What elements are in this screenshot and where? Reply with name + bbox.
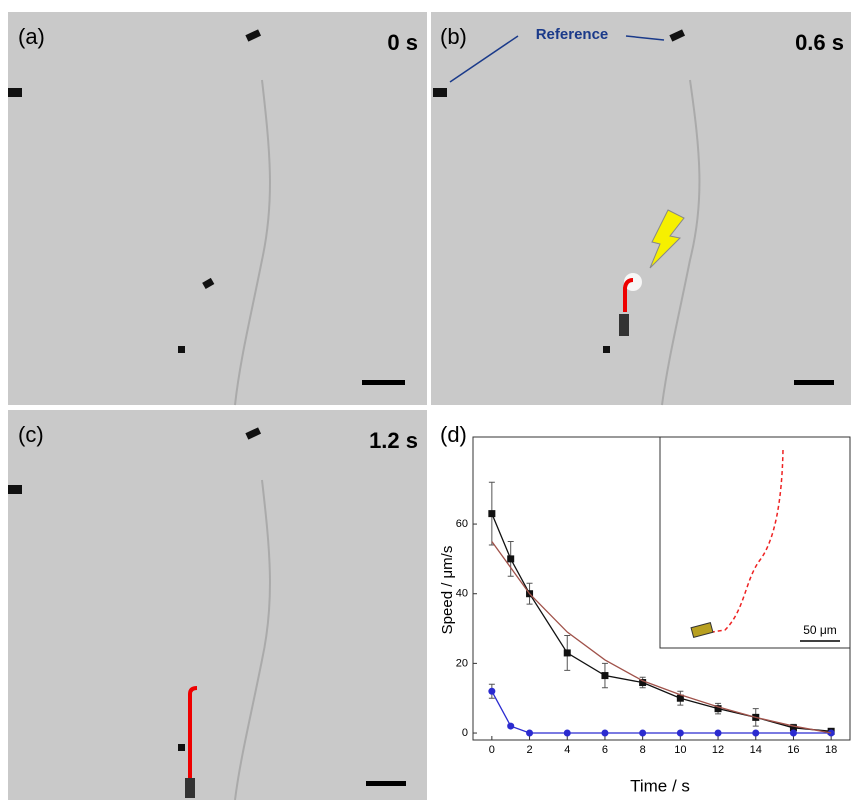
x-tick-label: 14 [750,744,762,756]
data-point [714,705,722,713]
particle [178,744,185,751]
x-tick-label: 6 [602,744,608,756]
data-point [507,555,515,563]
y-tick-label: 0 [462,727,468,739]
particle [669,29,686,42]
data-point [563,649,571,657]
data-point [563,729,571,737]
x-tick-label: 10 [674,744,686,756]
x-axis-label: Time / s [630,776,690,795]
y-tick-label: 60 [456,518,468,530]
time-label: 1.2 s [369,428,418,453]
data-point [507,722,515,730]
scale-bar [794,380,834,385]
x-tick-label: 2 [526,744,532,756]
data-point [789,724,797,732]
particle [8,88,22,97]
data-point [526,729,534,737]
data-point [714,729,722,737]
data-point [639,729,647,737]
inset-trajectory [711,449,784,633]
time-label: 0 s [387,30,418,55]
y-tick-label: 40 [456,588,468,600]
inset-scale-label: 50 μm [803,623,837,637]
data-point [601,729,609,737]
panel-label: (b) [440,24,467,49]
panel-label: (a) [18,24,45,49]
time-label: 0.6 s [795,30,844,55]
trajectory [188,686,198,778]
x-tick-label: 12 [712,744,724,756]
particle [603,346,610,353]
data-point [789,729,797,737]
inset-motor [690,621,714,639]
micrograph [431,12,851,405]
x-tick-label: 0 [489,744,495,756]
data-point [488,687,496,695]
motor [619,314,629,336]
x-tick-label: 18 [825,744,837,756]
data-point [752,729,760,737]
particle [202,277,215,289]
scale-bar [366,781,406,786]
annotation: Reference [536,26,609,43]
panel-label: (d) [440,422,467,447]
motor [185,778,195,798]
data-point [676,729,684,737]
data-point [639,679,647,687]
arrow [449,35,519,83]
panel-label: (c) [18,422,44,447]
fiber [661,79,701,406]
micrograph [8,410,427,800]
fiber [234,479,271,801]
data-point [676,694,684,702]
x-tick-label: 4 [564,744,570,756]
series-line [491,690,832,734]
fiber [234,79,271,406]
y-tick-label: 20 [456,657,468,669]
scale-bar [362,380,405,385]
particle [8,485,22,494]
x-tick-label: 16 [787,744,799,756]
x-tick-label: 8 [640,744,646,756]
micrograph [8,12,427,405]
plot-frame [472,436,851,741]
series-line [491,541,832,734]
data-point [601,672,609,680]
inset [659,436,851,649]
laser-icon [649,209,685,269]
y-axis-label: Speed / μm/s [439,546,456,635]
particle [245,427,262,440]
particle [178,346,185,353]
trajectory [623,278,634,312]
arrow [625,35,665,41]
particle [433,88,447,97]
data-point [488,510,496,518]
particle [245,29,262,42]
